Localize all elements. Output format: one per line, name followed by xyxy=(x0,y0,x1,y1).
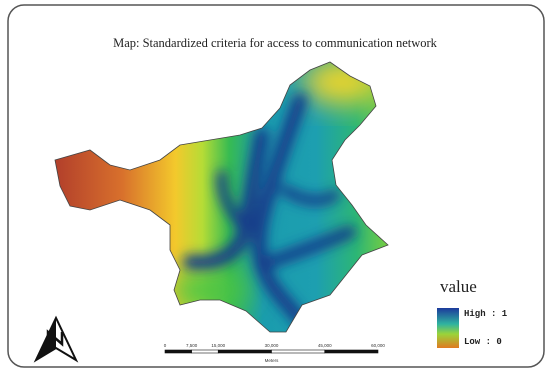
page: {"map": { "title": "Map: Standardized cr… xyxy=(0,0,552,372)
scale-label: 15,000 xyxy=(211,343,225,348)
scale-label: 60,000 xyxy=(371,343,385,348)
map-frame: Map: Standardized criteria for access to… xyxy=(0,0,552,372)
map-title: Map: Standardized criteria for access to… xyxy=(113,36,438,50)
scale-segment xyxy=(325,350,378,353)
scale-label: 45,000 xyxy=(318,343,332,348)
scale-label: 30,000 xyxy=(265,343,279,348)
scale-segment xyxy=(218,350,271,353)
legend-item: High : 1 xyxy=(464,309,508,319)
scale-segment xyxy=(165,350,192,353)
scale-segment xyxy=(272,350,325,353)
scale-unit: Meters xyxy=(265,358,280,363)
legend-title: value xyxy=(440,277,477,296)
scale-label: 7,500 xyxy=(186,343,198,348)
scale-segment xyxy=(192,350,219,353)
legend-item: Low : 0 xyxy=(464,337,502,347)
legend-ramp xyxy=(437,308,459,348)
